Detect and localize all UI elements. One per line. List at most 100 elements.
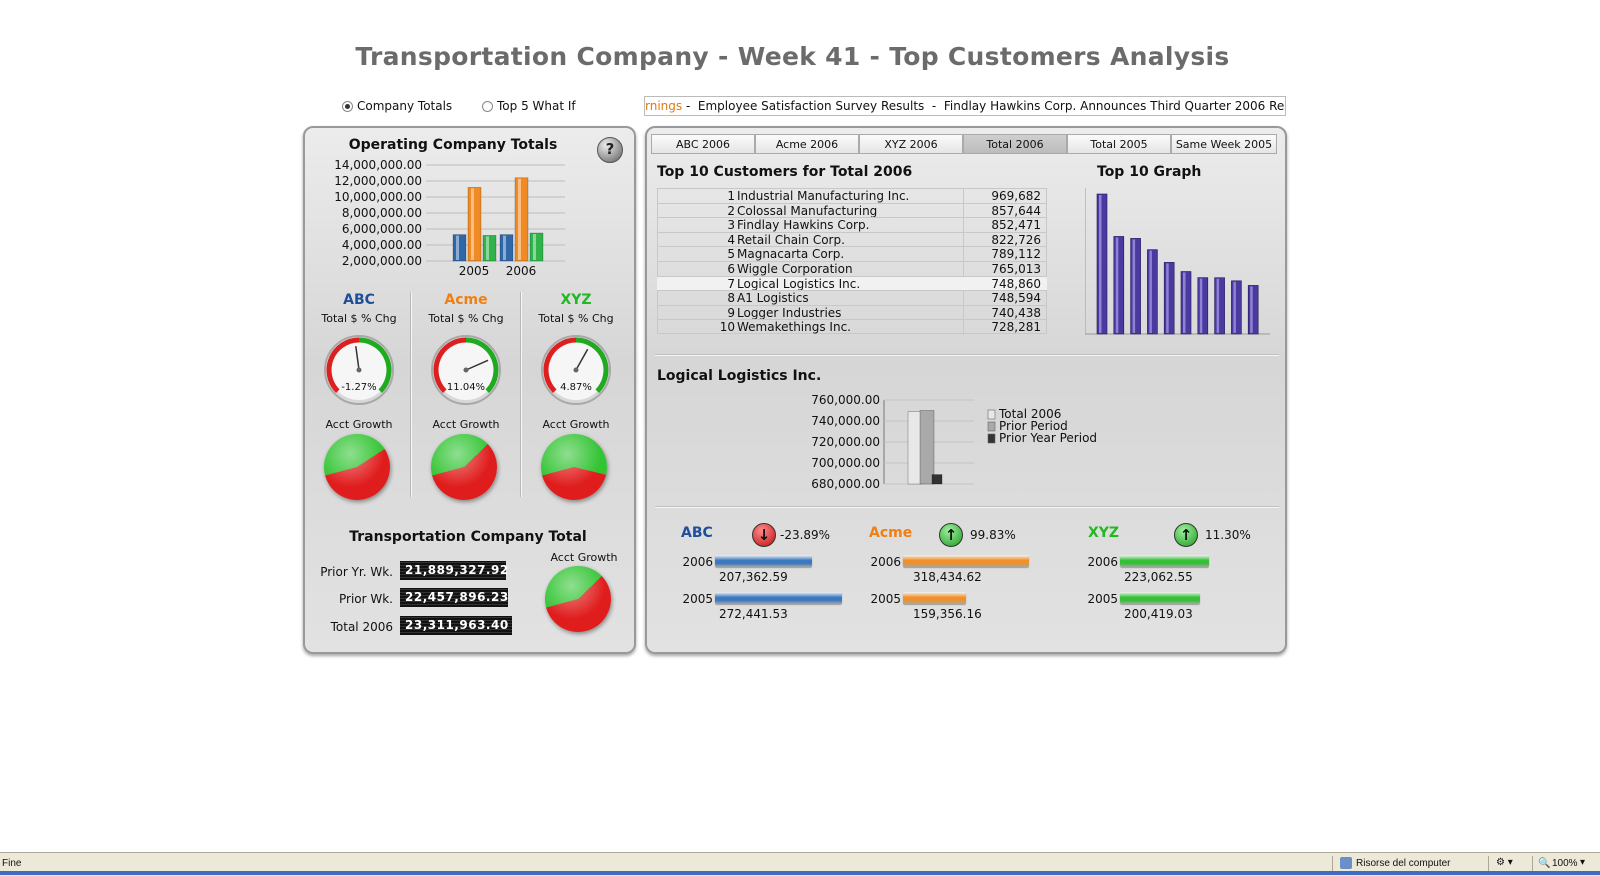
bar-acme-2005 (467, 187, 482, 262)
y-tick-label: 10,000,000.00 (334, 190, 422, 204)
compare-year: 2006 (1087, 555, 1118, 569)
gauge-value: 11.04% (447, 382, 485, 393)
tab-same-week-2005[interactable]: Same Week 2005 (1171, 134, 1277, 154)
prior-wk-label: Prior Wk. (338, 592, 393, 606)
legend-label: Total 2006 (998, 407, 1061, 421)
radio-top5-what-if[interactable]: Top 5 What If (482, 99, 576, 113)
table-row[interactable]: 6 Wiggle Corporation 765,013 (657, 261, 1047, 276)
bar-xyz-2005 (482, 235, 497, 262)
legend-label: Prior Year Period (999, 431, 1097, 445)
radio-label: Top 5 What If (497, 99, 576, 113)
row-value: 748,594 (991, 291, 1041, 306)
transport-growth-label: Acct Growth (550, 551, 618, 564)
x-tick-label: 2006 (506, 264, 537, 278)
x-tick-label: 2005 (459, 264, 490, 278)
gauge-needle (465, 359, 489, 371)
y-tick-label: 700,000.00 (811, 456, 880, 470)
table-row[interactable]: 2 Colossal Manufacturing 857,644 (657, 202, 1047, 218)
separator (655, 354, 1279, 356)
tab-acme-2006[interactable]: Acme 2006 (755, 134, 859, 154)
arrow-down-icon: ↓ (752, 523, 776, 547)
change-gauge: -1.27% (324, 335, 394, 405)
status-text: Fine (2, 858, 22, 869)
gauge-value: -1.27% (341, 382, 376, 393)
bar-xyz-2006 (529, 232, 544, 262)
bar-highlight (533, 234, 536, 260)
tab-abc-2006[interactable]: ABC 2006 (651, 134, 755, 154)
row-value: 857,644 (991, 203, 1041, 218)
ticker-text: - Employee Satisfaction Survey Results -… (682, 99, 1286, 113)
table-row[interactable]: 9 Logger Industries 740,438 (657, 304, 1047, 320)
legend-swatch (987, 421, 996, 432)
status-divider (1532, 856, 1533, 872)
row-customer: Findlay Hawkins Corp. (737, 218, 870, 233)
graph-bar (1197, 277, 1209, 335)
row-value: 765,013 (991, 262, 1041, 276)
radio-dot[interactable] (342, 100, 353, 112)
growth-caption: Acct Growth (325, 418, 393, 431)
bar-highlight (456, 235, 459, 260)
y-tick-label: 8,000,000.00 (342, 206, 422, 220)
graph-bar (1163, 262, 1175, 335)
table-row[interactable]: 5 Magnacarta Corp. 789,112 (657, 246, 1047, 261)
graph-bar (1130, 238, 1141, 335)
divider (410, 292, 412, 497)
row-customer: Wemakethings Inc. (737, 320, 851, 335)
help-button[interactable]: ? (597, 137, 623, 163)
gauge-hub (463, 367, 469, 373)
top10-title: Top 10 Customers for Total 2006 (657, 164, 913, 180)
zoom-dropdown-icon[interactable]: ▾ (1580, 857, 1586, 868)
compare-bar (903, 555, 1029, 567)
radio-company-totals[interactable]: Company Totals (342, 99, 452, 113)
bar-abc-2006 (499, 234, 514, 262)
news-ticker[interactable]: rnings - Employee Satisfaction Survey Re… (644, 96, 1286, 116)
row-customer: Colossal Manufacturing (737, 203, 878, 218)
y-tick-label: 720,000.00 (811, 435, 880, 449)
table-row[interactable]: 8 A1 Logistics 748,594 (657, 290, 1047, 305)
growth-pie-abc (324, 434, 390, 500)
y-tick-label: 760,000.00 (811, 393, 880, 407)
bar-highlight (503, 235, 506, 260)
zoom-icon[interactable]: 🔍 (1538, 858, 1551, 869)
row-customer: Logical Logistics Inc. (737, 276, 861, 291)
tab-total-2006[interactable]: Total 2006 (963, 134, 1067, 154)
status-divider (1488, 856, 1489, 872)
zoom-level[interactable]: 100% (1552, 858, 1578, 869)
radio-dot[interactable] (482, 100, 493, 112)
tab-xyz-2006[interactable]: XYZ 2006 (859, 134, 963, 154)
gauge-red-arc (433, 337, 467, 393)
table-row[interactable]: 4 Retail Chain Corp. 822,726 (657, 231, 1047, 247)
compare-change: 99.83% (970, 528, 1016, 542)
compare-name-abc: ABC (681, 525, 713, 541)
customer-detail-chart: 760,000.00 740,000.00 720,000.00 700,000.00… (811, 393, 1097, 491)
compare-year: 2006 (682, 555, 713, 569)
row-rank: 1 (727, 189, 735, 203)
tab-total-2005[interactable]: Total 2005 (1067, 134, 1171, 154)
graph-bar-highlight (1183, 272, 1186, 333)
row-rank: 10 (719, 320, 735, 335)
legend-swatch (987, 409, 996, 420)
gauge-needle (575, 348, 589, 371)
gauge-caption: Total $ % Chg (538, 312, 614, 325)
table-row[interactable]: 7 Logical Logistics Inc. 748,860 (657, 275, 1047, 291)
arrow-up-icon: ↑ (939, 523, 963, 547)
transport-growth-pie (545, 566, 611, 632)
table-row[interactable]: 10 Wemakethings Inc. 728,281 (657, 319, 1047, 334)
graph-bar (1247, 285, 1259, 335)
row-customer: Industrial Manufacturing Inc. (737, 189, 910, 203)
compare-name-acme: Acme (869, 525, 913, 541)
compare-year: 2005 (682, 592, 713, 606)
y-tick-label: 4,000,000.00 (342, 238, 422, 252)
company-name-acme: Acme (444, 292, 488, 308)
compare-value: 223,062.55 (1124, 570, 1193, 584)
protected-mode-icon[interactable]: ⚙ ▾ (1496, 857, 1513, 868)
row-rank: 3 (727, 218, 735, 233)
table-row[interactable]: 3 Findlay Hawkins Corp. 852,471 (657, 217, 1047, 232)
graph-bar-highlight (1216, 278, 1220, 333)
prior-yr-wk-value: 21,889,327.92 (400, 561, 508, 580)
detail-bar-prior-year-period (931, 474, 943, 485)
row-customer: Wiggle Corporation (737, 262, 853, 276)
top10-graph-title: Top 10 Graph (1097, 164, 1202, 180)
compare-bar (1120, 555, 1209, 567)
table-row[interactable]: 1 Industrial Manufacturing Inc. 969,682 (657, 188, 1047, 203)
